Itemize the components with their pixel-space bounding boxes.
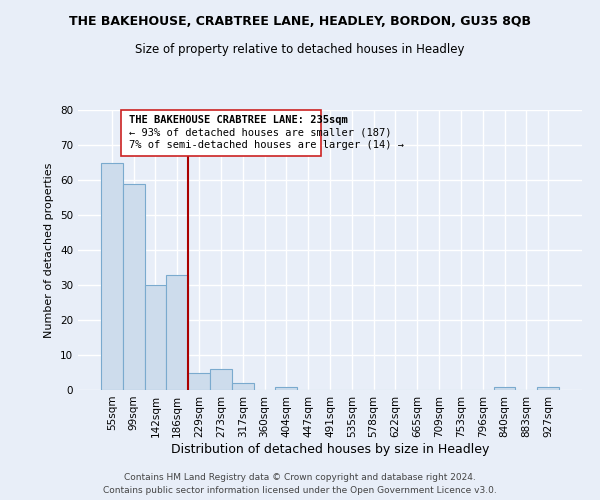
FancyBboxPatch shape bbox=[121, 110, 321, 156]
Bar bbox=[275, 386, 297, 390]
Text: ← 93% of detached houses are smaller (187): ← 93% of detached houses are smaller (18… bbox=[129, 128, 392, 138]
Bar bbox=[101, 162, 123, 390]
Text: 7% of semi-detached houses are larger (14) →: 7% of semi-detached houses are larger (1… bbox=[129, 140, 404, 150]
Bar bbox=[232, 383, 254, 390]
Text: Size of property relative to detached houses in Headley: Size of property relative to detached ho… bbox=[135, 42, 465, 56]
Text: Contains HM Land Registry data © Crown copyright and database right 2024.: Contains HM Land Registry data © Crown c… bbox=[124, 472, 476, 482]
X-axis label: Distribution of detached houses by size in Headley: Distribution of detached houses by size … bbox=[171, 442, 489, 456]
Bar bbox=[123, 184, 145, 390]
Bar bbox=[494, 386, 515, 390]
Text: Contains public sector information licensed under the Open Government Licence v3: Contains public sector information licen… bbox=[103, 486, 497, 495]
Bar bbox=[145, 285, 166, 390]
Y-axis label: Number of detached properties: Number of detached properties bbox=[44, 162, 55, 338]
Text: THE BAKEHOUSE CRABTREE LANE: 235sqm: THE BAKEHOUSE CRABTREE LANE: 235sqm bbox=[129, 116, 348, 125]
Text: THE BAKEHOUSE, CRABTREE LANE, HEADLEY, BORDON, GU35 8QB: THE BAKEHOUSE, CRABTREE LANE, HEADLEY, B… bbox=[69, 15, 531, 28]
Bar bbox=[210, 369, 232, 390]
Bar bbox=[537, 386, 559, 390]
Bar bbox=[188, 372, 210, 390]
Bar bbox=[166, 274, 188, 390]
